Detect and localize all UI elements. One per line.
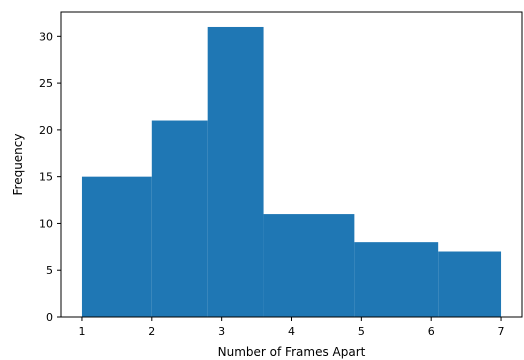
y-tick-label: 30 [39,30,53,43]
y-tick-label: 25 [39,77,53,90]
x-tick-label: 5 [358,325,365,338]
histogram-bar-4 [263,214,355,317]
histogram-bar-5 [354,242,439,317]
x-axis-ticks: 1 2 3 4 5 6 7 [78,317,505,338]
histogram-bar-6 [438,251,502,317]
x-tick-label: 6 [428,325,435,338]
y-tick-label: 20 [39,124,53,137]
y-tick-label: 10 [39,217,53,230]
x-tick-label: 3 [218,325,225,338]
y-axis-ticks: 0 5 10 15 20 25 30 [39,30,61,324]
histogram-bar-3 [207,26,264,317]
y-tick-label: 0 [46,311,53,324]
x-tick-label: 1 [78,325,85,338]
x-tick-label: 7 [498,325,505,338]
bars-group [81,26,502,317]
y-tick-label: 15 [39,171,53,184]
histogram-bar-1 [81,176,152,317]
histogram-bar-2 [151,120,208,317]
y-axis-label: Frequency [11,134,25,196]
x-axis-label: Number of Frames Apart [218,345,366,359]
x-tick-label: 2 [148,325,155,338]
x-tick-label: 4 [288,325,295,338]
y-tick-label: 5 [46,264,53,277]
